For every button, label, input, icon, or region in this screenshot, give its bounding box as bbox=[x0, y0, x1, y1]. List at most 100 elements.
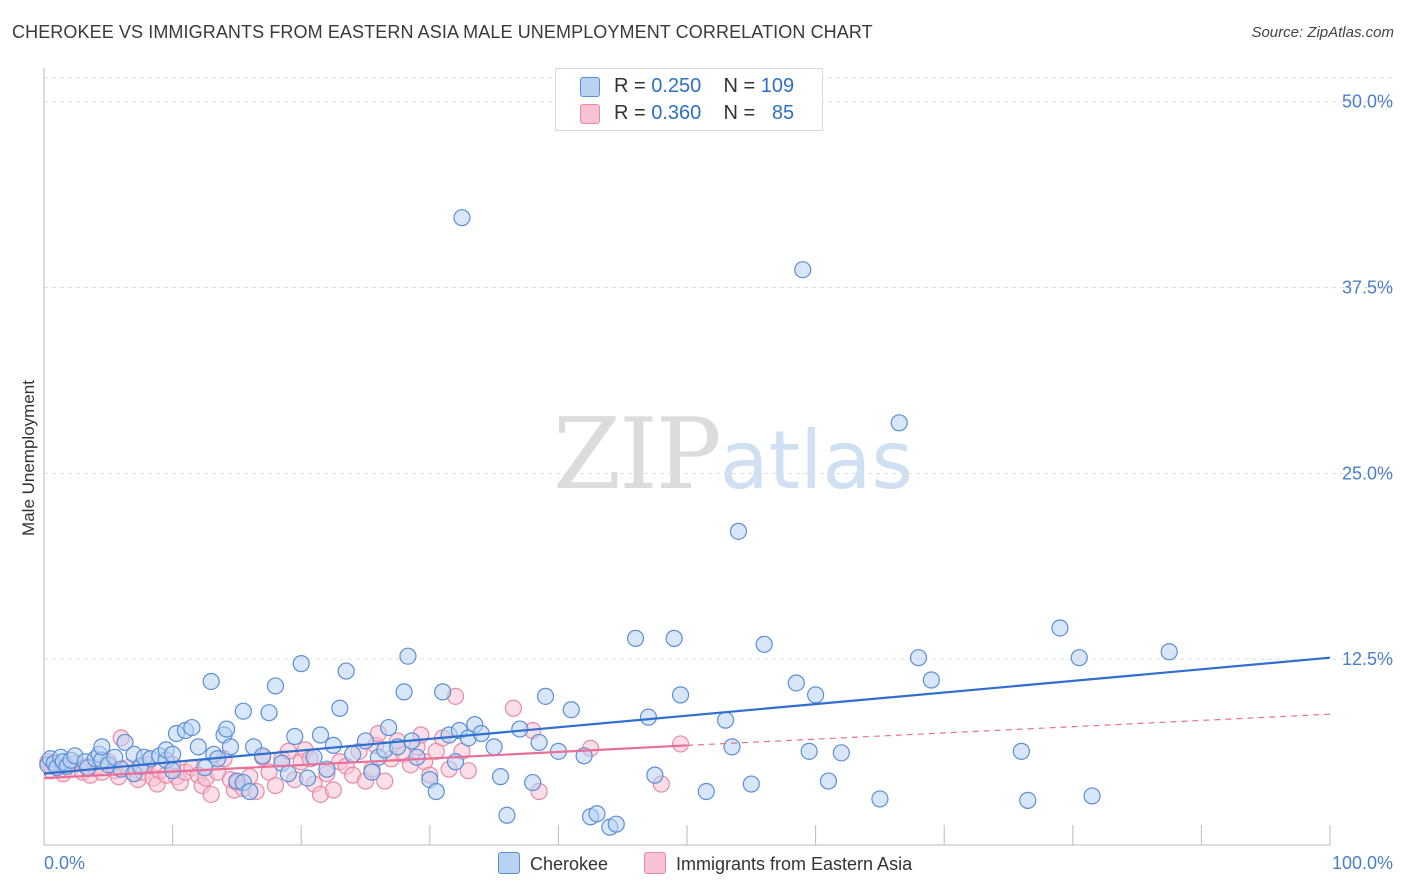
cherokee-point bbox=[344, 745, 362, 763]
cherokee-legend-label: Cherokee bbox=[530, 854, 609, 874]
legend-n-label: N = bbox=[723, 75, 756, 97]
cherokee-point bbox=[485, 738, 503, 756]
cherokee-point bbox=[729, 522, 748, 540]
cherokee-point bbox=[871, 790, 889, 808]
cherokee-point bbox=[260, 704, 278, 722]
bottom-legend-cherokee: Cherokee bbox=[498, 852, 608, 875]
cherokee-point bbox=[164, 745, 182, 763]
cherokee-point bbox=[536, 687, 555, 705]
immigrants-point bbox=[266, 776, 285, 795]
cherokee-point bbox=[292, 655, 310, 673]
cherokee-point bbox=[254, 747, 272, 765]
y-tick-label: 37.5% bbox=[1342, 278, 1393, 298]
cherokee-point bbox=[93, 738, 111, 756]
cherokee-point bbox=[697, 782, 715, 801]
cherokee-point bbox=[890, 414, 908, 432]
y-tick-label: 50.0% bbox=[1342, 92, 1393, 112]
cherokee-point bbox=[299, 769, 317, 787]
cherokee-point bbox=[337, 662, 355, 680]
cherokee-point bbox=[1019, 791, 1037, 810]
cherokee-point bbox=[787, 674, 805, 692]
immigrants-point bbox=[459, 762, 477, 780]
cherokee-point bbox=[356, 732, 375, 750]
bottom-legend-immigrants: Immigrants from Eastern Asia bbox=[644, 852, 912, 875]
legend-n-value: 85 bbox=[771, 102, 795, 124]
cherokee-point bbox=[1083, 787, 1101, 805]
trend-layer bbox=[43, 656, 1331, 780]
cherokee-point bbox=[189, 738, 207, 756]
cherokee-point bbox=[607, 815, 625, 833]
axis-layer bbox=[43, 68, 1331, 846]
immigrants-point bbox=[376, 772, 394, 790]
stats-legend: R = 0.250 N = 109 R = 0.360 N = 85 bbox=[555, 68, 823, 131]
immigrants-point bbox=[671, 735, 690, 753]
cherokee-point bbox=[183, 718, 201, 737]
chart-title: CHEROKEE VS IMMIGRANTS FROM EASTERN ASIA… bbox=[12, 22, 873, 42]
cherokee-point bbox=[832, 744, 850, 762]
cherokee-point bbox=[491, 768, 510, 786]
cherokee-point bbox=[562, 701, 580, 719]
cherokee-point bbox=[399, 647, 417, 665]
cherokee-point bbox=[279, 765, 297, 783]
legend-r-label: R = bbox=[614, 102, 646, 124]
watermark: ZIPatlas bbox=[553, 398, 913, 512]
cherokee-point bbox=[646, 766, 664, 784]
legend-n-label: N = bbox=[723, 102, 756, 124]
cherokee-points bbox=[39, 209, 1178, 836]
cherokee-point bbox=[639, 708, 658, 726]
cherokee-trendline bbox=[43, 656, 1331, 775]
cherokee-point bbox=[909, 649, 928, 667]
cherokee-point bbox=[395, 683, 413, 701]
cherokee-point bbox=[800, 742, 818, 760]
cherokee-point bbox=[1160, 643, 1178, 661]
x-tick-label: 100.0% bbox=[1332, 853, 1393, 873]
source-label: Source: ZipAtlas.com bbox=[1251, 24, 1394, 41]
legend-r-value: 0.250 bbox=[651, 75, 702, 97]
cherokee-point bbox=[806, 686, 825, 704]
cherokee-point bbox=[305, 748, 323, 766]
cherokee-point bbox=[742, 775, 760, 793]
cherokee-point bbox=[1070, 649, 1088, 667]
legend-r-value: 0.360 bbox=[651, 102, 702, 124]
cherokee-point bbox=[723, 738, 741, 756]
cherokee-point bbox=[363, 763, 381, 781]
cherokee-point bbox=[511, 720, 529, 738]
y-tick-label: 12.5% bbox=[1342, 649, 1393, 669]
cherokee-legend-swatch bbox=[498, 852, 520, 874]
cherokee-point bbox=[671, 686, 690, 704]
cherokee-point bbox=[626, 629, 645, 647]
cherokee-point bbox=[331, 699, 349, 717]
legend-r-label: R = bbox=[614, 75, 646, 97]
cherokee-point bbox=[530, 733, 548, 752]
cherokee-point bbox=[524, 773, 542, 792]
cherokee-point bbox=[755, 635, 773, 653]
cherokee-point bbox=[453, 209, 471, 227]
immigrants-swatch bbox=[580, 104, 600, 124]
cherokee-point bbox=[266, 677, 285, 695]
cherokee-point bbox=[588, 805, 606, 823]
cherokee-point bbox=[794, 261, 812, 279]
cherokee-point bbox=[434, 683, 452, 701]
immigrants-trendline bbox=[43, 744, 688, 780]
watermark-zip: ZIP bbox=[553, 398, 722, 512]
cherokee-point bbox=[922, 671, 940, 689]
x-tick-label: 0.0% bbox=[44, 853, 85, 873]
label-layer: 12.5% 25.0% 37.5% 50.0% 0.0% 100.0% Male Unemp… bbox=[19, 92, 1393, 873]
y-axis-label: Male Unemployment bbox=[19, 380, 38, 536]
cherokee-point bbox=[221, 738, 240, 756]
cherokee-point bbox=[1012, 742, 1030, 760]
y-tick-label: 25.0% bbox=[1342, 463, 1393, 483]
cherokee-swatch bbox=[580, 77, 600, 97]
cherokee-point bbox=[819, 772, 838, 790]
cherokee-point bbox=[716, 711, 735, 729]
legend-n-value: 109 bbox=[760, 75, 795, 97]
watermark-atlas: atlas bbox=[719, 414, 914, 507]
cherokee-point bbox=[218, 720, 236, 738]
immigrants-legend-swatch bbox=[644, 852, 666, 874]
cherokee-point bbox=[202, 672, 220, 691]
immigrants-point bbox=[504, 699, 522, 717]
immigrants-trendline-extension bbox=[686, 713, 1331, 747]
cherokee-point bbox=[665, 629, 683, 647]
cherokee-point bbox=[498, 806, 516, 824]
